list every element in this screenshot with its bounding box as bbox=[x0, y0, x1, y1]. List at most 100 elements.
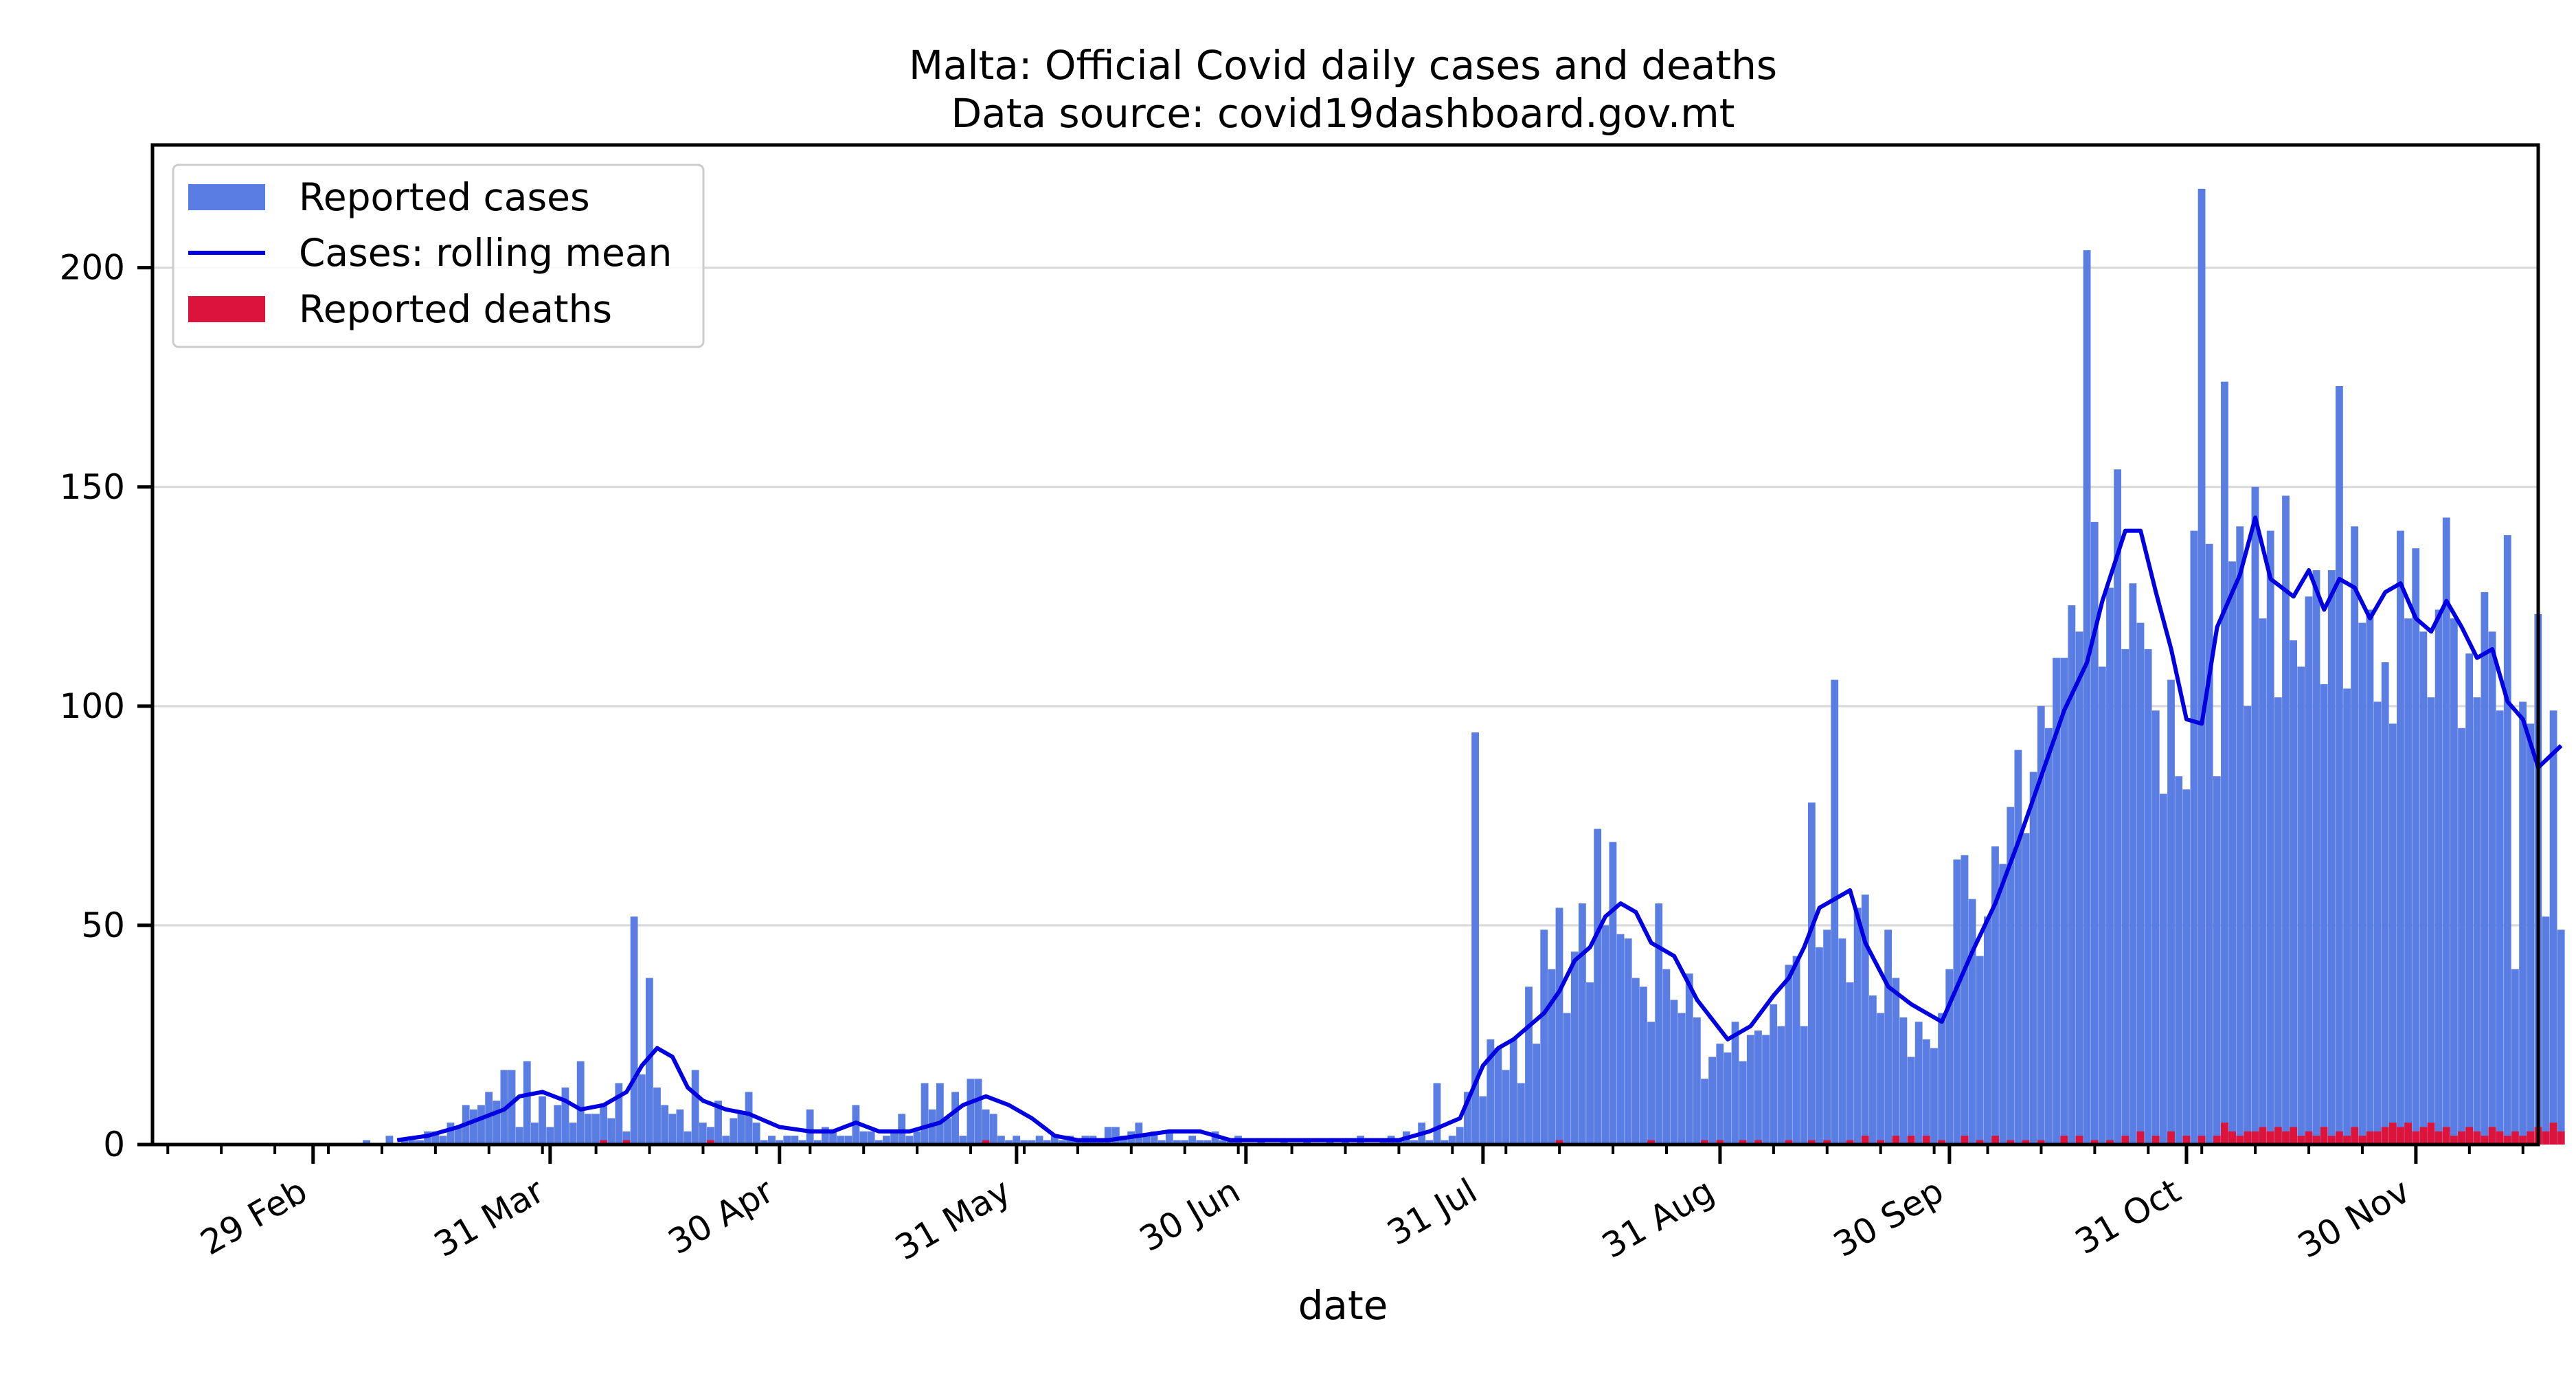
death-bar bbox=[622, 1140, 631, 1145]
case-bar bbox=[1953, 859, 1961, 1145]
case-bar bbox=[745, 1092, 753, 1145]
death-bar bbox=[2312, 1136, 2320, 1145]
case-bar bbox=[424, 1131, 431, 1145]
death-bar bbox=[2419, 1127, 2428, 1145]
case-bar bbox=[1999, 864, 2007, 1145]
case-bar bbox=[2442, 517, 2450, 1145]
case-bar bbox=[2075, 631, 2083, 1145]
case-bar bbox=[1816, 947, 1823, 1145]
case-bar bbox=[2527, 723, 2535, 1145]
case-bar bbox=[1785, 965, 1793, 1145]
death-bar bbox=[2450, 1136, 2458, 1145]
case-bar bbox=[1059, 1140, 1066, 1145]
death-bar bbox=[2473, 1131, 2481, 1145]
case-bar bbox=[2366, 609, 2374, 1145]
case-bar bbox=[1701, 1079, 1708, 1145]
case-bar bbox=[2228, 561, 2236, 1145]
case-bar bbox=[2458, 728, 2465, 1145]
case-bar bbox=[1708, 1057, 1717, 1145]
case-bar bbox=[1899, 1017, 1908, 1145]
case-bar bbox=[1869, 995, 1877, 1145]
death-bar bbox=[2007, 1140, 2015, 1145]
case-bar bbox=[1594, 829, 1602, 1145]
death-bar bbox=[1892, 1136, 1900, 1145]
death-bar bbox=[1754, 1140, 1762, 1145]
case-bar bbox=[1762, 1035, 1770, 1145]
case-bar bbox=[554, 1105, 562, 1145]
case-bar bbox=[1922, 1039, 1930, 1145]
case-bar bbox=[1257, 1140, 1265, 1145]
case-bar bbox=[2151, 710, 2160, 1145]
case-bar bbox=[2496, 710, 2504, 1145]
case-bar bbox=[2419, 631, 2428, 1145]
case-bar bbox=[2358, 622, 2366, 1145]
case-bar bbox=[539, 1096, 546, 1145]
death-bar bbox=[1647, 1140, 1655, 1145]
case-bar bbox=[2519, 701, 2527, 1145]
death-bar bbox=[2259, 1127, 2267, 1145]
case-bar bbox=[2549, 710, 2557, 1145]
legend-label-cases: Reported cases bbox=[299, 175, 590, 219]
death-bar bbox=[2221, 1123, 2228, 1145]
case-bar bbox=[1647, 1022, 1655, 1145]
case-bar bbox=[1035, 1136, 1043, 1145]
case-bar bbox=[867, 1131, 875, 1145]
death-bar bbox=[2182, 1136, 2191, 1145]
case-bar bbox=[1456, 1127, 1464, 1145]
case-bar bbox=[2305, 596, 2313, 1145]
case-bar bbox=[928, 1109, 936, 1145]
case-bar bbox=[898, 1114, 906, 1145]
case-bar bbox=[1196, 1140, 1204, 1145]
deaths-bars bbox=[600, 1123, 2565, 1145]
case-bar bbox=[1005, 1140, 1013, 1145]
case-bar bbox=[791, 1136, 799, 1145]
case-bar bbox=[699, 1123, 707, 1145]
case-bar bbox=[829, 1131, 837, 1145]
case-bar bbox=[959, 1136, 967, 1145]
case-bar bbox=[974, 1079, 982, 1145]
case-bar bbox=[1425, 1140, 1434, 1145]
case-bar bbox=[2197, 188, 2206, 1145]
death-bar bbox=[1961, 1136, 1969, 1145]
case-bar bbox=[1800, 1026, 1808, 1145]
case-bar bbox=[1517, 1083, 1525, 1145]
case-bar bbox=[913, 1131, 921, 1145]
case-bar bbox=[1579, 903, 1586, 1145]
case-bar bbox=[859, 1131, 868, 1145]
case-bar bbox=[2542, 916, 2550, 1145]
death-bar bbox=[2397, 1127, 2404, 1145]
y-tick-label: 100 bbox=[60, 686, 125, 726]
case-bar bbox=[2190, 530, 2198, 1145]
case-bar bbox=[1111, 1127, 1120, 1145]
case-bar bbox=[1303, 1140, 1311, 1145]
case-bar bbox=[1670, 1000, 1678, 1145]
case-bar bbox=[1219, 1140, 1227, 1145]
death-bar bbox=[2496, 1131, 2504, 1145]
death-bar bbox=[600, 1140, 607, 1145]
case-bar bbox=[2290, 640, 2298, 1145]
case-bar bbox=[2465, 653, 2474, 1145]
death-bar bbox=[2366, 1131, 2374, 1145]
case-bar bbox=[783, 1136, 791, 1145]
case-bar bbox=[874, 1140, 883, 1145]
case-bar bbox=[1861, 894, 1869, 1145]
case-bar bbox=[989, 1114, 997, 1145]
death-bar bbox=[2404, 1123, 2412, 1145]
case-bar bbox=[982, 1109, 990, 1145]
case-bar bbox=[2450, 618, 2458, 1145]
death-bar bbox=[2388, 1123, 2397, 1145]
case-bar bbox=[776, 1140, 784, 1145]
case-bar bbox=[653, 1088, 661, 1145]
case-bar bbox=[447, 1123, 455, 1145]
case-bar bbox=[1494, 1048, 1502, 1145]
case-bar bbox=[1204, 1140, 1212, 1145]
cases-bars bbox=[363, 188, 2565, 1145]
legend: Reported cases Cases: rolling mean Repor… bbox=[172, 164, 705, 348]
death-bar bbox=[2228, 1131, 2236, 1145]
case-bar bbox=[1157, 1140, 1166, 1145]
case-bar bbox=[2060, 657, 2068, 1145]
case-bar bbox=[2427, 697, 2435, 1145]
death-bar bbox=[2282, 1131, 2290, 1145]
case-bar bbox=[714, 1101, 722, 1145]
case-bar bbox=[890, 1131, 898, 1145]
